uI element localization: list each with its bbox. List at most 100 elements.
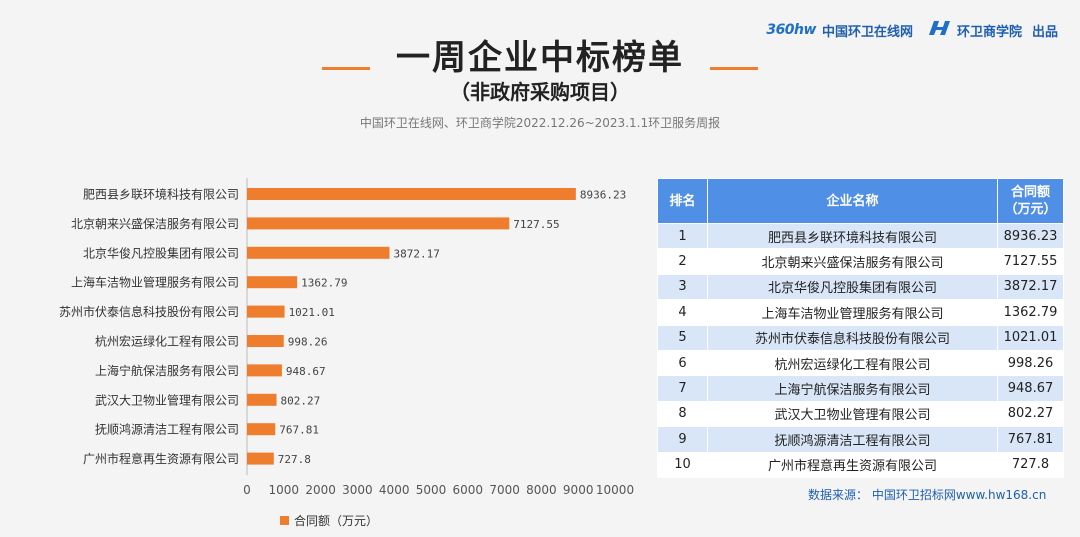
cell-amount: 727.8: [997, 451, 1064, 478]
brand-suffix: 出品: [1031, 24, 1058, 40]
legend-label: 合同额（万元）: [294, 514, 379, 528]
page-subtitle: （非政府采购项目）: [450, 80, 630, 104]
cell-name: 杭州宏运绿化工程有限公司: [707, 349, 998, 377]
cell-rank: 9: [657, 426, 708, 453]
x-tick-label: 7000: [489, 483, 520, 497]
hw-school-logo-icon: [928, 20, 951, 40]
brand-bar: 360hw 中国环卫在线网 环卫商学院 出品: [766, 20, 1058, 40]
table-row: 9 抚顺鸿源清洁工程有限公司 767.81: [657, 426, 1064, 453]
cell-rank: 7: [657, 375, 708, 402]
data-label: 8936.23: [580, 189, 626, 202]
cell-amount: 7127.55: [997, 248, 1064, 275]
bar: [247, 188, 576, 200]
table-row: 8 武汉大卫物业管理有限公司 802.27: [657, 400, 1064, 428]
table-row: 5 苏州市伏泰信息科技股份有限公司 1021.01: [657, 324, 1064, 351]
header-rank: 排名: [657, 178, 708, 224]
cell-rank: 6: [657, 349, 708, 377]
x-tick-label: 9000: [563, 483, 594, 497]
x-tick-label: 5000: [416, 483, 447, 497]
x-tick-label: 8000: [526, 483, 557, 497]
chart-legend: 合同额（万元）: [280, 512, 378, 529]
data-source-footnote: 数据来源： 中国环卫招标网www.hw168.cn: [808, 488, 1047, 502]
bar: [247, 364, 282, 377]
x-tick-label: 4000: [379, 483, 410, 497]
cell-rank: 5: [657, 324, 708, 351]
cell-rank: 10: [657, 451, 708, 478]
cell-rank: 1: [657, 222, 708, 250]
data-label: 998.26: [288, 336, 328, 349]
bar: [247, 335, 284, 347]
cell-rank: 2: [657, 248, 708, 275]
table-header-row: 排名 企业名称 合同额 （万元）: [657, 178, 1064, 224]
cell-name: 上海车洁物业管理服务有限公司: [707, 299, 998, 326]
y-tick-label: 抚顺鸿源清洁工程有限公司: [95, 422, 239, 437]
y-tick-label: 武汉大卫物业管理有限公司: [95, 392, 239, 407]
cell-rank: 8: [657, 400, 708, 428]
bar: [247, 305, 285, 318]
cell-name: 广州市程意再生资源有限公司: [707, 451, 998, 478]
y-tick-label: 杭州宏运绿化工程有限公司: [95, 334, 239, 349]
bar: [247, 217, 510, 230]
y-tick-label: 北京华俊凡控股集团有限公司: [83, 245, 239, 260]
cell-amount: 948.67: [997, 375, 1064, 402]
bar: [247, 393, 277, 406]
y-tick-label: 上海宁航保洁服务有限公司: [95, 363, 239, 378]
logo-360hw: 360hw: [766, 22, 816, 38]
brand-site-name: 中国环卫在线网: [821, 24, 913, 40]
table-row: 10 广州市程意再生资源有限公司 727.8: [657, 451, 1064, 478]
cell-rank: 4: [657, 299, 708, 326]
bar: [247, 452, 274, 465]
x-tick-label: 0: [243, 483, 251, 497]
data-label: 767.81: [279, 424, 319, 437]
x-tick-label: 10000: [596, 483, 634, 497]
y-tick-label: 苏州市伏泰信息科技股份有限公司: [59, 304, 239, 319]
data-label: 1362.79: [301, 277, 347, 290]
cell-amount: 802.27: [997, 400, 1064, 428]
x-tick-label: 2000: [305, 483, 336, 497]
cell-name: 上海宁航保洁服务有限公司: [707, 375, 998, 402]
cell-amount: 3872.17: [997, 273, 1064, 301]
cell-amount: 1021.01: [997, 324, 1064, 351]
legend-swatch: [280, 516, 289, 525]
cell-name: 北京华俊凡控股集团有限公司: [707, 273, 998, 301]
ranking-table: 排名 企业名称 合同额 （万元） 1 肥西县乡联环境科技有限公司 8936.23 2 北京…: [657, 178, 1064, 478]
cell-name: 抚顺鸿源清洁工程有限公司: [707, 426, 998, 453]
cell-name: 肥西县乡联环境科技有限公司: [707, 222, 998, 250]
table-row: 4 上海车洁物业管理服务有限公司 1362.79: [657, 299, 1064, 326]
table-row: 1 肥西县乡联环境科技有限公司 8936.23: [657, 222, 1064, 250]
cell-amount: 8936.23: [997, 222, 1064, 250]
data-label: 1021.01: [289, 306, 335, 319]
bar: [247, 276, 298, 289]
data-label: 802.27: [281, 394, 321, 407]
cell-amount: 998.26: [997, 349, 1064, 377]
cell-rank: 3: [657, 273, 708, 301]
source-line: 中国环卫在线网、环卫商学院2022.12.26~2023.1.1环卫服务周报: [359, 116, 721, 130]
title-right-dash: [710, 67, 758, 70]
header-amount: 合同额 （万元）: [997, 178, 1064, 224]
table-row: 2 北京朝来兴盛保洁服务有限公司 7127.55: [657, 248, 1064, 275]
x-tick-label: 3000: [342, 483, 373, 497]
title-left-dash: [322, 67, 370, 70]
table-row: 7 上海宁航保洁服务有限公司 948.67: [657, 375, 1064, 402]
cell-name: 武汉大卫物业管理有限公司: [707, 400, 998, 428]
y-tick-label: 肥西县乡联环境科技有限公司: [83, 187, 239, 202]
cell-amount: 1362.79: [997, 299, 1064, 326]
x-tick-label: 6000: [453, 483, 484, 497]
data-label: 3872.17: [393, 247, 439, 260]
data-label: 727.8: [278, 453, 311, 466]
bar-chart: 肥西县乡联环境科技有限公司 8936.23 北京朝来兴盛保洁服务有限公司 7127.5…: [59, 178, 634, 497]
cell-name: 北京朝来兴盛保洁服务有限公司: [707, 248, 998, 275]
cell-name: 苏州市伏泰信息科技股份有限公司: [707, 324, 998, 351]
x-tick-label: 1000: [269, 483, 300, 497]
table-row: 6 杭州宏运绿化工程有限公司 998.26: [657, 349, 1064, 377]
cell-amount: 767.81: [997, 426, 1064, 453]
data-label: 948.67: [286, 365, 326, 378]
header-name: 企业名称: [707, 178, 998, 224]
table-row: 3 北京华俊凡控股集团有限公司 3872.17: [657, 273, 1064, 301]
y-tick-label: 上海车洁物业管理服务有限公司: [71, 275, 239, 290]
y-tick-label: 北京朝来兴盛保洁服务有限公司: [71, 216, 239, 231]
bar: [247, 246, 390, 259]
data-label: 7127.55: [513, 218, 559, 231]
brand-school-name: 环卫商学院: [956, 24, 1022, 40]
y-tick-label: 广州市程意再生资源有限公司: [83, 451, 239, 466]
